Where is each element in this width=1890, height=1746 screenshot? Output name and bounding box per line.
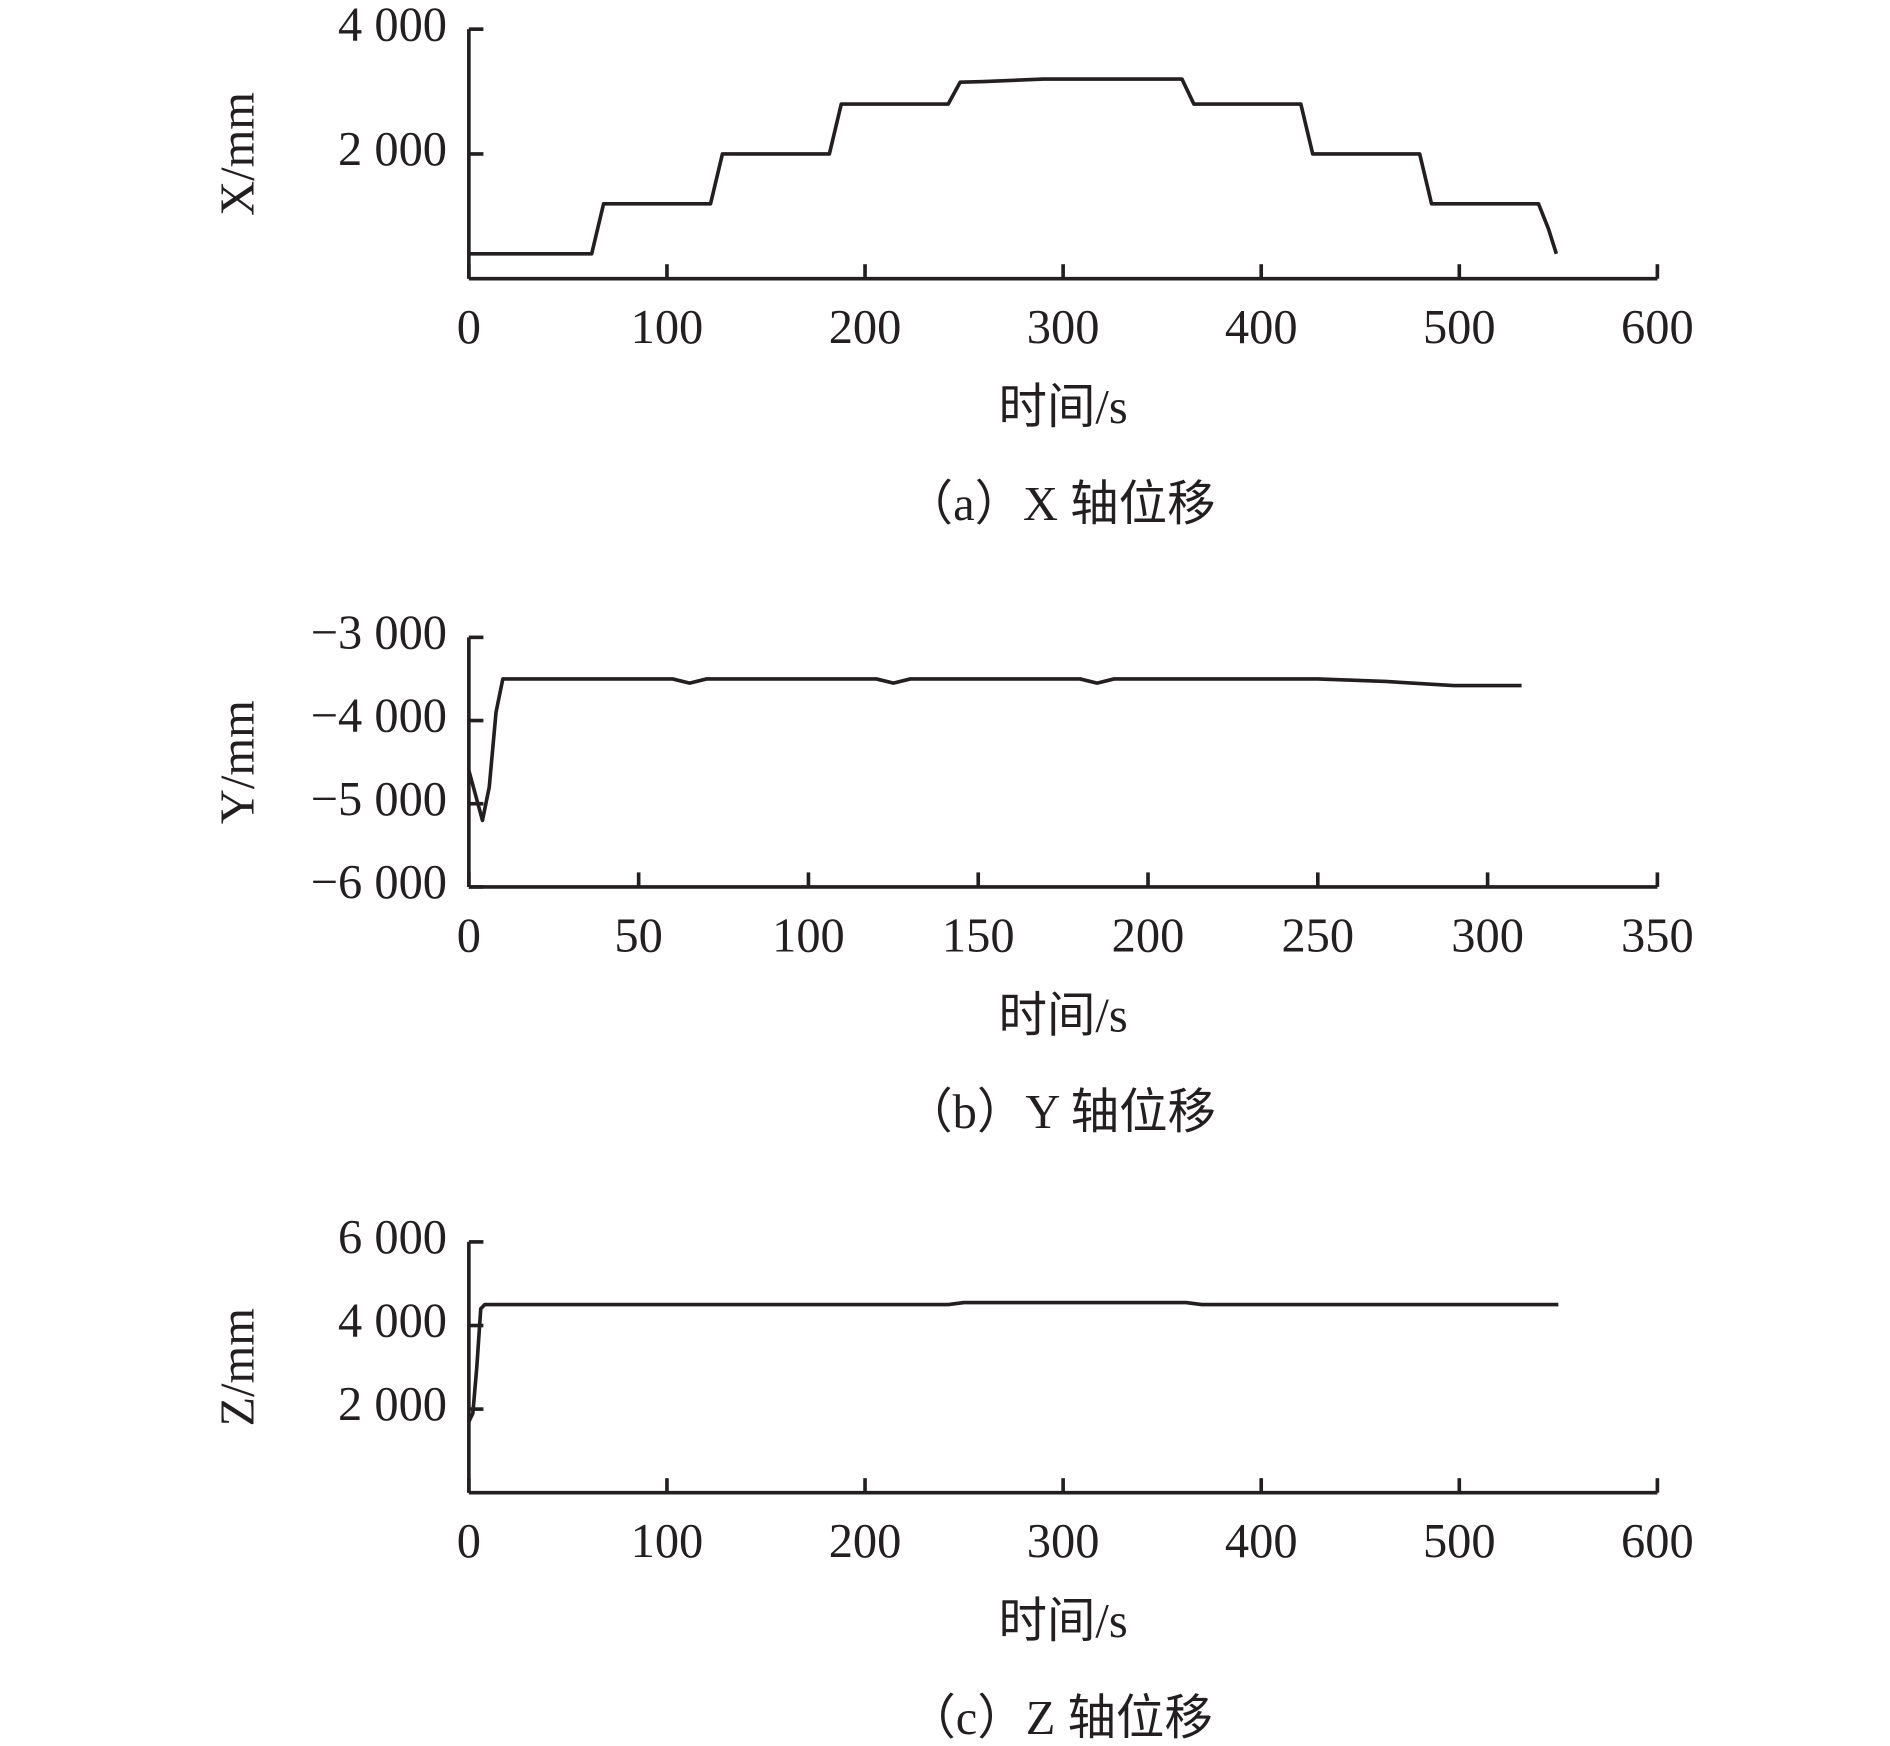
x-tick-label: 200 — [829, 301, 902, 354]
x-axis-label: 时间/s — [999, 381, 1128, 434]
x-tick-label: 300 — [1027, 301, 1100, 354]
x-tick-label: 200 — [1112, 909, 1185, 962]
x-tick-label: 350 — [1621, 909, 1694, 962]
x-axis-label: 时间/s — [999, 1595, 1128, 1648]
x-tick-label: 150 — [942, 909, 1015, 962]
x-tick-label: 400 — [1225, 301, 1298, 354]
x-tick-label: 600 — [1621, 1515, 1694, 1568]
y-tick-label: 2 000 — [338, 123, 447, 176]
x-tick-label: 250 — [1281, 909, 1354, 962]
y-tick-label: −4 000 — [311, 690, 447, 743]
caption: （c）Z 轴位移 — [907, 1692, 1212, 1745]
data-line — [467, 677, 1522, 823]
x-axis-label: 时间/s — [999, 989, 1128, 1042]
x-tick-label: 100 — [772, 909, 845, 962]
x-tick-label: 300 — [1451, 909, 1524, 962]
y-tick-label: −6 000 — [311, 856, 447, 909]
x-tick-label: 0 — [457, 909, 481, 962]
x-tick-label: 500 — [1423, 1515, 1496, 1568]
data-line — [467, 1300, 1559, 1423]
y-axis-label: Y/mm — [211, 700, 264, 824]
y-tick-label: 6 000 — [338, 1211, 447, 1264]
y-tick-label: 4 000 — [338, 1295, 447, 1348]
x-tick-label: 400 — [1225, 1515, 1298, 1568]
y-tick-label: −5 000 — [311, 773, 447, 826]
y-tick-label: −3 000 — [311, 606, 447, 659]
x-tick-label: 600 — [1621, 301, 1694, 354]
x-tick-label: 100 — [631, 301, 704, 354]
x-tick-label: 50 — [614, 909, 662, 962]
data-line — [468, 77, 1559, 256]
y-tick-label: 2 000 — [338, 1378, 447, 1431]
x-tick-label: 300 — [1027, 1515, 1100, 1568]
x-tick-label: 200 — [829, 1515, 902, 1568]
x-tick-label: 0 — [457, 301, 481, 354]
x-tick-label: 500 — [1423, 301, 1496, 354]
x-tick-label: 0 — [457, 1515, 481, 1568]
y-axis-label: Z/mm — [211, 1308, 264, 1426]
y-axis-label: X/mm — [211, 92, 264, 216]
x-tick-label: 100 — [631, 1515, 704, 1568]
y-tick-label: 4 000 — [338, 0, 447, 51]
caption: （b）Y 轴位移 — [904, 1086, 1216, 1139]
caption: （a）X 轴位移 — [905, 478, 1216, 531]
